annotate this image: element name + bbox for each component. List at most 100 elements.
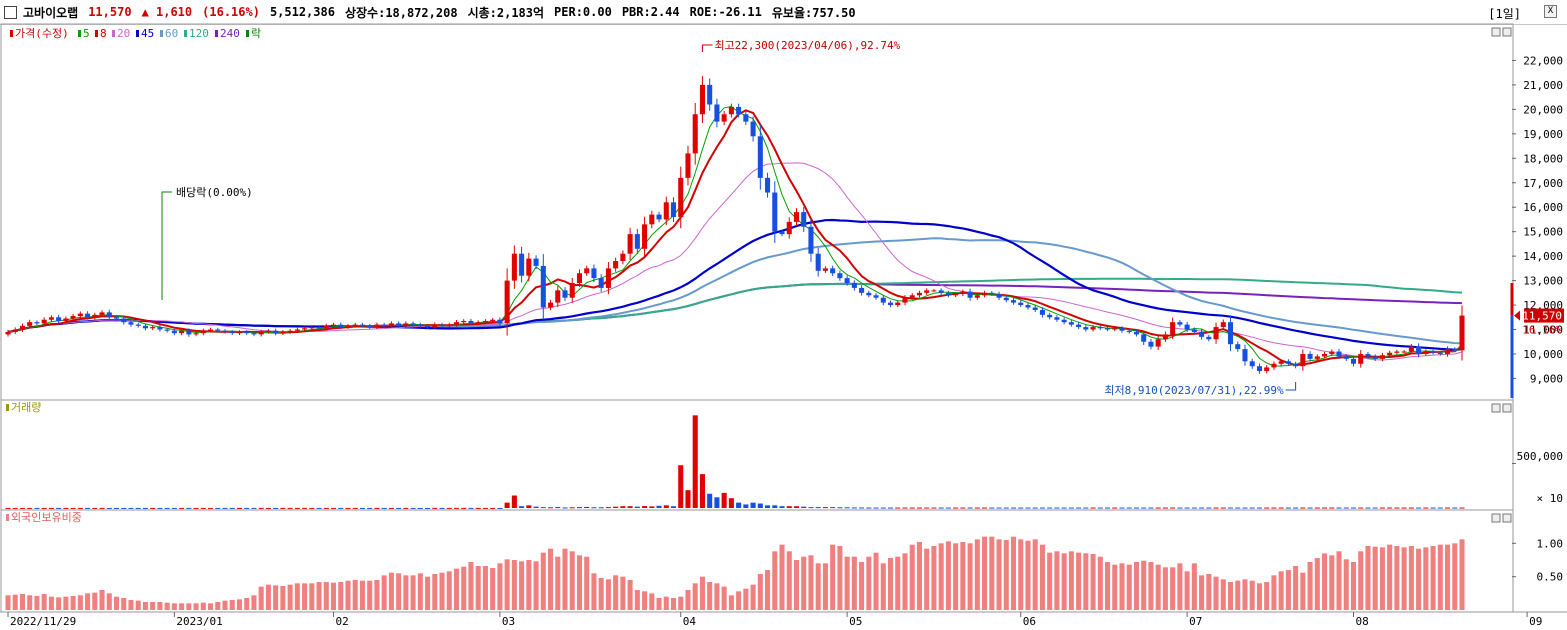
foreign-ratio-bar bbox=[432, 574, 438, 610]
candle-body bbox=[656, 214, 662, 220]
foreign-ratio-bar bbox=[1227, 582, 1234, 610]
foreign-ratio-bar bbox=[164, 602, 170, 610]
candle-body bbox=[19, 325, 25, 330]
foreign-ratio-bar bbox=[613, 575, 619, 610]
candle-body bbox=[1350, 358, 1357, 364]
candle-body bbox=[576, 273, 583, 284]
volume-bar bbox=[678, 465, 684, 508]
volume-bar bbox=[236, 507, 243, 509]
volume-bar bbox=[699, 474, 705, 508]
candle-body bbox=[446, 324, 452, 326]
foreign-ratio-bar bbox=[446, 571, 452, 610]
volume-bar bbox=[801, 506, 807, 508]
candle-body bbox=[504, 280, 510, 324]
volume-bar bbox=[222, 507, 228, 509]
panel-maximize-icon bbox=[1502, 403, 1512, 413]
candle-body bbox=[953, 294, 959, 296]
volume-bar bbox=[598, 507, 604, 509]
volume-bar bbox=[265, 507, 271, 509]
foreign-ratio-bar bbox=[1394, 546, 1400, 610]
foreign-ratio-bar bbox=[830, 544, 836, 610]
volume-bar bbox=[294, 507, 300, 509]
volume-bar bbox=[548, 507, 554, 509]
close-icon[interactable]: X bbox=[1544, 5, 1557, 18]
period-selector[interactable]: [1일] bbox=[1488, 7, 1521, 21]
foreign-ratio-bar bbox=[1032, 539, 1038, 610]
foreign-ratio-bar bbox=[1452, 543, 1458, 610]
candle-body bbox=[468, 320, 474, 324]
volume-bar bbox=[1054, 507, 1060, 509]
volume-bar bbox=[56, 507, 62, 509]
foreign-ratio-bar bbox=[1054, 551, 1060, 610]
volume-bar bbox=[1177, 507, 1183, 509]
volume-bar bbox=[302, 507, 308, 509]
foreign-ratio-bar bbox=[265, 584, 271, 610]
candle-body bbox=[425, 325, 431, 328]
volume-bar bbox=[1307, 507, 1313, 509]
legend-swatch bbox=[112, 30, 115, 37]
volume-bar bbox=[880, 507, 886, 509]
volume-bar bbox=[5, 507, 11, 509]
volume-bar bbox=[70, 507, 76, 509]
candle-body bbox=[1148, 341, 1154, 347]
foreign-ratio-bar bbox=[642, 591, 648, 610]
foreign-ratio-bar bbox=[873, 552, 879, 610]
foreign-ratio-bar bbox=[1343, 559, 1349, 610]
foreign-ratio-bar bbox=[1003, 540, 1009, 610]
candle-body bbox=[157, 327, 163, 330]
foreign-ratio-bar bbox=[786, 551, 792, 610]
x-tick-label: 04 bbox=[683, 615, 697, 628]
ma-45-line bbox=[7, 218, 1463, 351]
candle-body bbox=[1416, 346, 1422, 354]
foreign-ratio-bar bbox=[490, 568, 496, 610]
candle-body bbox=[1423, 351, 1429, 354]
volume-bar bbox=[63, 507, 69, 509]
per-value: PER:0.00 bbox=[554, 5, 612, 19]
candle-body bbox=[1010, 300, 1017, 303]
select-checkbox[interactable] bbox=[4, 5, 17, 19]
x-tick-label: 03 bbox=[502, 615, 515, 628]
foreign-ratio-bar bbox=[294, 583, 300, 610]
candle-body bbox=[793, 212, 800, 222]
foreign-ratio-bar bbox=[280, 586, 286, 610]
volume-bar bbox=[85, 507, 91, 509]
volume-bar bbox=[540, 507, 546, 509]
foreign-ratio-bar bbox=[750, 584, 756, 610]
volume-bar bbox=[381, 507, 387, 509]
candle-body bbox=[244, 331, 250, 334]
candle-body bbox=[1401, 351, 1407, 353]
volume-bar bbox=[215, 507, 221, 509]
volume-bar bbox=[229, 507, 235, 509]
foreign-ratio-bar bbox=[410, 575, 416, 610]
candle-body bbox=[77, 313, 83, 317]
foreign-ratio-bar bbox=[396, 573, 402, 610]
candle-body bbox=[526, 258, 532, 276]
foreign-ratio-bar bbox=[468, 562, 474, 610]
volume-bar bbox=[533, 506, 539, 508]
last-price-tag: 11,570 bbox=[1522, 310, 1562, 323]
volume-bar bbox=[439, 507, 445, 509]
foreign-ratio-bar bbox=[938, 543, 944, 610]
volume-bar bbox=[887, 507, 894, 509]
foreign-ratio-bar bbox=[678, 596, 684, 610]
volume-bar bbox=[1206, 507, 1212, 509]
candle-body bbox=[280, 331, 286, 334]
foreign-ratio-bar bbox=[461, 566, 467, 610]
foreign-ratio-bar bbox=[1437, 544, 1443, 610]
candle-body bbox=[960, 291, 966, 295]
candle-body bbox=[142, 325, 148, 329]
foreign-ratio-bar bbox=[1039, 544, 1045, 610]
candle-body bbox=[1430, 351, 1436, 353]
price-tick-label: 16,000 bbox=[1523, 201, 1563, 214]
foreign-ratio-bar bbox=[70, 596, 76, 610]
volume-bar bbox=[403, 507, 409, 509]
volume-bar bbox=[1358, 507, 1364, 509]
candle-body bbox=[1039, 309, 1045, 315]
price-tick-label: 15,000 bbox=[1523, 226, 1563, 239]
candle-body bbox=[540, 265, 546, 308]
candle-body bbox=[714, 104, 720, 122]
candle-body bbox=[309, 327, 315, 329]
legend-swatch bbox=[78, 30, 81, 37]
volume-bar bbox=[1452, 507, 1458, 509]
